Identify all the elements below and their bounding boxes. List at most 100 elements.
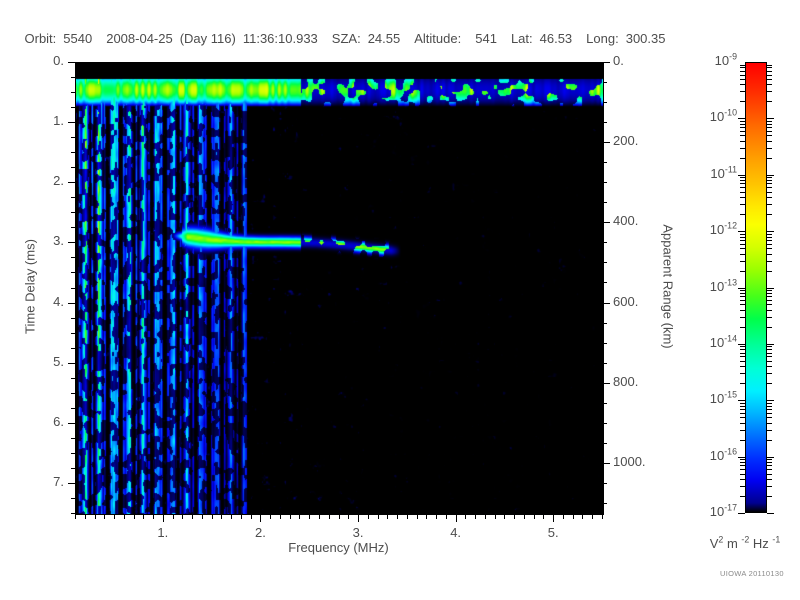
x-tick-label: 5. — [547, 525, 559, 540]
colorbar-tick-minor — [740, 474, 745, 475]
colorbar-tick-minor — [740, 261, 745, 262]
colorbar-tick-label: 10-9 — [683, 52, 737, 68]
colorbar-tick-major — [767, 288, 774, 289]
x-tick-minor — [514, 515, 515, 519]
colorbar-tick-minor — [740, 183, 745, 184]
x-tick-minor — [290, 515, 291, 519]
x-tick-minor — [192, 515, 193, 519]
y-tick-label: 5. — [53, 353, 64, 369]
colorbar-tick-minor — [740, 240, 745, 241]
y-tick-label: 2. — [53, 173, 64, 189]
colorbar-unit-label: V2 m -2 Hz -1 — [690, 535, 800, 551]
orbit-label: Orbit: — [24, 31, 57, 46]
x-tick-minor — [114, 515, 115, 519]
colorbar-tick-minor — [740, 75, 745, 76]
x-tick-minor — [397, 515, 398, 519]
x-tick-minor — [231, 515, 232, 519]
colorbar-tick-major — [767, 457, 774, 458]
colorbar-tick-minor — [740, 290, 745, 291]
x-tick-minor — [153, 515, 154, 519]
colorbar-tick-minor — [740, 71, 745, 72]
y-tick-minor — [71, 212, 75, 213]
x-tick-minor — [329, 515, 330, 519]
colorbar-tick-minor — [740, 192, 745, 193]
colorbar-label-exponent: -13 — [724, 277, 737, 288]
lat-label: Lat: — [510, 31, 533, 46]
colorbar-tick-minor — [740, 300, 745, 301]
x-tick-label: 1. — [157, 525, 169, 540]
colorbar-tick-minor — [740, 361, 745, 362]
x-tick-minor — [221, 515, 222, 519]
y-tick-minor — [71, 318, 75, 319]
colorbar-tick-minor — [740, 158, 745, 159]
y2-tick-label: 600. — [613, 293, 639, 309]
colorbar-tick-minor — [740, 373, 745, 374]
y2-tick-label: 0. — [613, 53, 624, 68]
observation-date: 2008-04-25 — [106, 31, 173, 46]
colorbar-tick-minor — [767, 356, 772, 357]
sza-label: SZA: — [331, 31, 361, 46]
colorbar-tick-major — [738, 175, 745, 176]
colorbar-tick-minor — [767, 71, 772, 72]
colorbar-tick-major — [767, 175, 774, 176]
colorbar-tick-minor — [740, 430, 745, 431]
colorbar-tick-minor — [767, 327, 772, 328]
colorbar-tick-label: 10-10 — [683, 109, 737, 125]
colorbar-tick-minor — [767, 177, 772, 178]
sza-value: 24.55 — [367, 31, 401, 46]
altitude-label: Altitude: — [414, 31, 462, 46]
colorbar-tick-minor — [740, 204, 745, 205]
colorbar-tick-minor — [740, 148, 745, 149]
x-tick-minor — [104, 515, 105, 519]
x-tick-minor — [426, 515, 427, 519]
x-tick-major — [163, 515, 164, 522]
y-tick-major — [68, 363, 75, 364]
x-tick-major — [260, 515, 261, 522]
colorbar-tick-major — [767, 513, 774, 514]
colorbar-tick-minor — [740, 440, 745, 441]
colorbar-tick-minor — [767, 131, 772, 132]
colorbar-tick-minor — [767, 183, 772, 184]
y2-tick-label: 800. — [613, 373, 639, 389]
y-tick-minor — [71, 137, 75, 138]
colorbar-tick-minor — [767, 406, 772, 407]
x-tick-minor — [417, 515, 418, 519]
colorbar-tick-minor — [767, 423, 772, 424]
y2-tick-major — [603, 463, 610, 464]
x-tick-minor — [280, 515, 281, 519]
y2-tick-minor — [603, 262, 607, 263]
y-tick-major — [68, 483, 75, 484]
y-tick-minor — [71, 272, 75, 273]
x-tick-minor — [212, 515, 213, 519]
y-tick-major — [68, 242, 75, 243]
colorbar-tick-minor — [740, 310, 745, 311]
colorbar-tick-minor — [740, 486, 745, 487]
colorbar-tick-minor — [767, 248, 772, 249]
colorbar-tick-minor — [767, 127, 772, 128]
colorbar-tick-minor — [740, 356, 745, 357]
colorbar-tick-minor — [740, 423, 745, 424]
y-tick-minor — [71, 438, 75, 439]
colorbar-tick-minor — [767, 244, 772, 245]
x-tick-minor — [446, 515, 447, 519]
y-tick-minor — [71, 513, 75, 514]
y-tick-minor — [71, 288, 75, 289]
colorbar-tick-minor — [740, 127, 745, 128]
colorbar-tick-minor — [767, 300, 772, 301]
colorbar-tick-minor — [767, 459, 772, 460]
y-tick-label: 3. — [53, 233, 64, 249]
colorbar-tick-label: 10-14 — [683, 334, 737, 350]
x-tick-label: 3. — [352, 525, 364, 540]
x-tick-minor — [524, 515, 525, 519]
colorbar-tick-label: 10-11 — [683, 165, 737, 181]
y-tick-minor — [71, 393, 75, 394]
colorbar-tick-minor — [740, 406, 745, 407]
y2-tick-major — [603, 62, 610, 63]
x-tick-minor — [143, 515, 144, 519]
colorbar-label-mantissa: 10 — [709, 391, 725, 407]
colorbar-tick-minor — [740, 465, 745, 466]
colorbar-tick-minor — [740, 91, 745, 92]
colorbar-label-exponent: -16 — [724, 446, 737, 457]
x-tick-minor — [436, 515, 437, 519]
x-tick-minor — [134, 515, 135, 519]
